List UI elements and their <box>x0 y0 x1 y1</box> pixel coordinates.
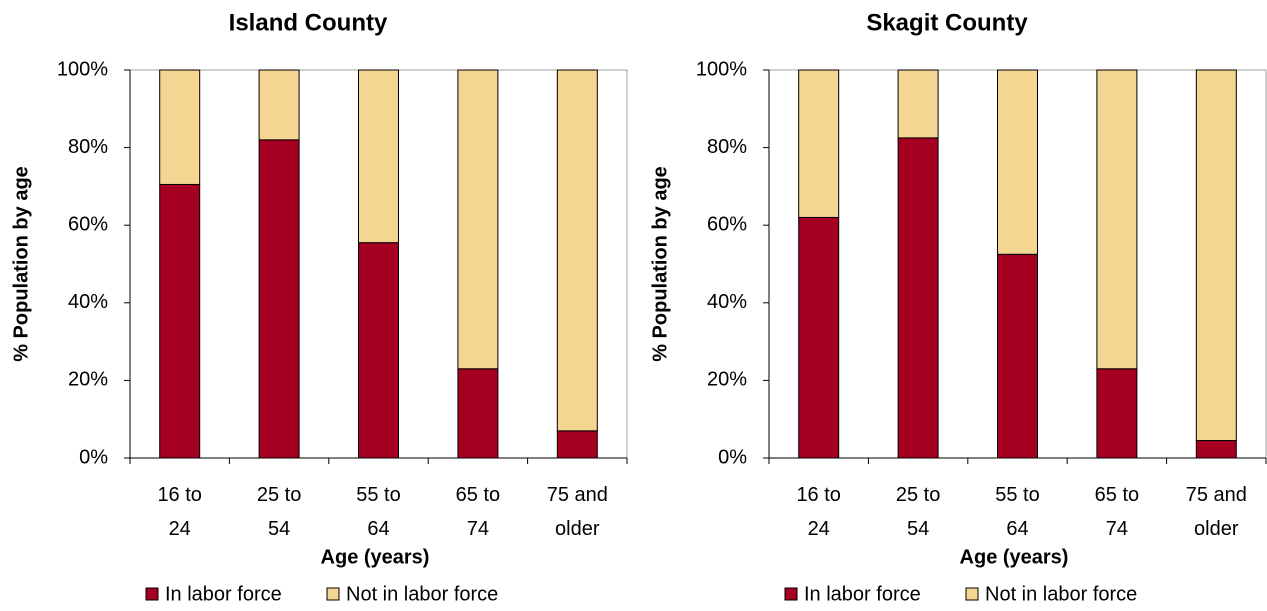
legend-swatch <box>145 587 159 601</box>
chart-title: Skagit County <box>866 9 1028 36</box>
bar-segment <box>997 253 1038 459</box>
x-tick-label: 75 and older <box>546 484 608 540</box>
x-tick-label: 65 to 74 <box>1094 484 1140 540</box>
bar-segment <box>358 69 399 244</box>
legend-swatch <box>326 587 340 601</box>
y-tick-label: 100% <box>696 58 747 80</box>
x-tick-label: 55 to 64 <box>995 484 1040 540</box>
chart: Skagit County % Population by age 0% 20% 40%… <box>639 0 1267 611</box>
y-axis-title: % Population by age <box>10 166 32 362</box>
bar-segment <box>798 69 840 218</box>
y-tick-label: 20% <box>707 369 747 391</box>
chart-svg: Skagit County % Population by age 0% 20% 40%… <box>649 9 1267 605</box>
y-tick-label: 80% <box>68 136 108 158</box>
legend-label: In labor force <box>165 583 282 605</box>
x-axis-title: Age (years) <box>960 546 1069 568</box>
x-tick-label: 25 to 54 <box>895 484 941 540</box>
y-tick-label: 40% <box>68 291 108 313</box>
bar-segment <box>159 69 201 185</box>
legend-label: Not in labor force <box>985 583 1137 605</box>
y-tick-label: 100% <box>57 58 108 80</box>
legend-swatch <box>784 587 798 601</box>
y-tick-label: 60% <box>707 213 747 235</box>
bar-segment <box>556 69 598 432</box>
legend-swatch <box>965 587 979 601</box>
bar-segment <box>358 242 399 459</box>
y-tick-label: 40% <box>707 291 747 313</box>
y-tick-label: 20% <box>68 369 108 391</box>
x-tick-label: 65 to 74 <box>455 484 501 540</box>
bar-segment <box>897 137 939 459</box>
chart-title: Island County <box>229 9 388 36</box>
bar-segment <box>1096 368 1138 459</box>
x-tick-label: 16 to 24 <box>796 484 841 540</box>
legend-label: Not in labor force <box>346 583 498 605</box>
bar-segment <box>798 216 840 459</box>
y-tick-label: 60% <box>68 213 108 235</box>
bar-segment <box>258 69 300 141</box>
y-tick-label: 0% <box>718 446 747 468</box>
bar-segment <box>258 139 300 459</box>
bar-segment <box>457 368 499 459</box>
y-tick-label: 80% <box>707 136 747 158</box>
bar-segment <box>997 69 1038 255</box>
bar-segment <box>1195 440 1237 459</box>
x-axis-title: Age (years) <box>321 546 430 568</box>
x-tick-label: 25 to 54 <box>256 484 302 540</box>
y-tick-label: 0% <box>79 446 108 468</box>
bar-segment <box>159 183 201 459</box>
bar-segment <box>556 430 598 459</box>
bar-segment <box>1096 69 1138 370</box>
bar-segment <box>1195 69 1237 442</box>
x-tick-label: 55 to 64 <box>356 484 401 540</box>
bar-segment <box>457 69 499 370</box>
x-tick-label: 16 to 24 <box>157 484 202 540</box>
bar-segment <box>897 69 939 139</box>
chart-svg: Island County % Population by age 0% 20% 40%… <box>10 9 628 605</box>
x-tick-label: 75 and older <box>1185 484 1247 540</box>
chart: Island County % Population by age 0% 20% 40%… <box>0 0 633 611</box>
y-axis-title: % Population by age <box>649 166 671 362</box>
legend-label: In labor force <box>804 583 921 605</box>
